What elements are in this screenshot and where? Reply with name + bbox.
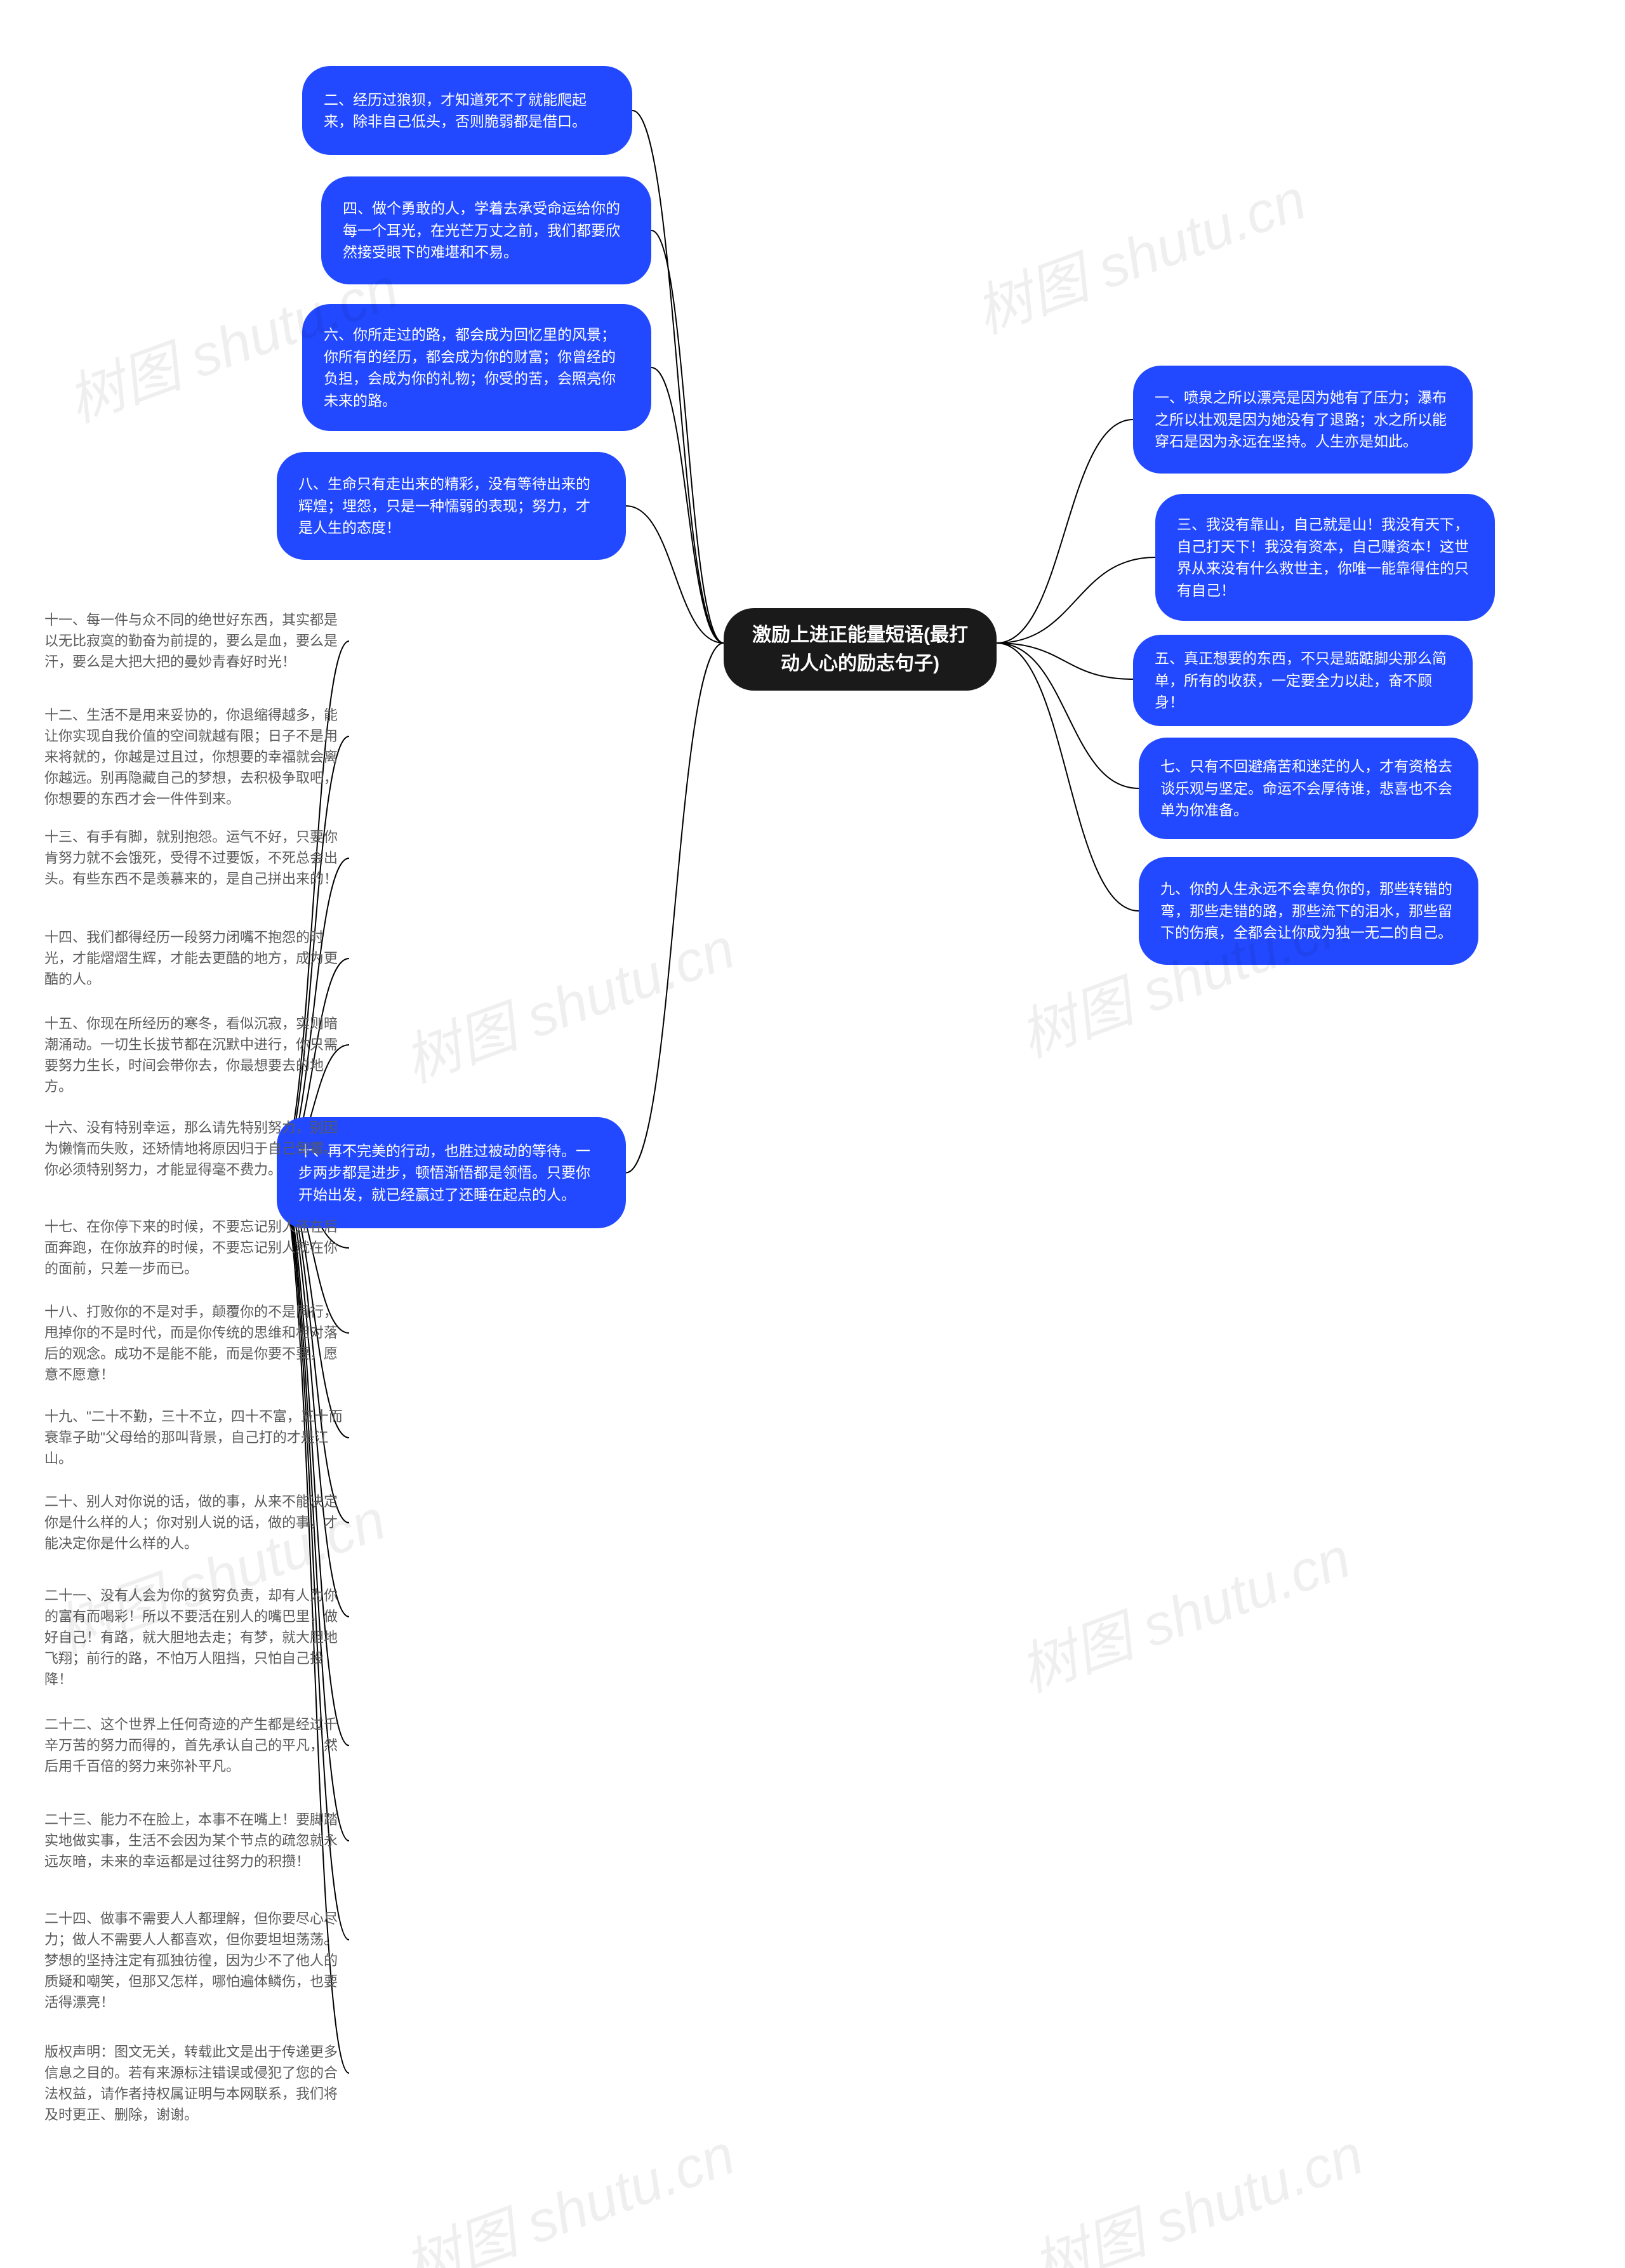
- branch-node-r3[interactable]: 三、我没有靠山，自己就是山！我没有天下，自己打天下！我没有资本，自己赚资本！这世…: [1155, 494, 1495, 621]
- leaf-node-23[interactable]: 二十三、能力不在脸上，本事不在嘴上！要脚踏实地做实事，生活不会因为某个节点的疏忽…: [44, 1809, 349, 1872]
- branch-node-l4[interactable]: 四、做个勇敢的人，学着去承受命运给你的每一个耳光，在光芒万丈之前，我们都要欣然接…: [321, 176, 651, 284]
- branch-node-r5[interactable]: 五、真正想要的东西，不只是踮踮脚尖那么简单，所有的收获，一定要全力以赴，奋不顾身…: [1133, 635, 1473, 726]
- leaf-label: 十一、每一件与众不同的绝世好东西，其实都是以无比寂寞的勤奋为前提的，要么是血，要…: [44, 609, 349, 672]
- watermark-text: 树图 shutu.cn: [1007, 1511, 1360, 1708]
- branch-label: 八、生命只有走出来的精彩，没有等待出来的辉煌；埋怨，只是一种懦弱的表现；努力，才…: [298, 473, 604, 539]
- leaf-node-11[interactable]: 十一、每一件与众不同的绝世好东西，其实都是以无比寂寞的勤奋为前提的，要么是血，要…: [44, 609, 349, 672]
- branch-label: 六、你所走过的路，都会成为回忆里的风景；你所有的经历，都会成为你的财富；你曾经的…: [324, 324, 630, 411]
- leaf-node-13[interactable]: 十三、有手有脚，就别抱怨。运气不好，只要你肯努力就不会饿死，受得不过要饭，不死总…: [44, 826, 349, 889]
- mindmap-center-node[interactable]: 激励上进正能量短语(最打动人心的励志句子): [724, 608, 997, 691]
- leaf-label: 十三、有手有脚，就别抱怨。运气不好，只要你肯努力就不会饿死，受得不过要饭，不死总…: [44, 826, 349, 889]
- leaf-node-15[interactable]: 十五、你现在所经历的寒冬，看似沉寂，实则暗潮涌动。一切生长拔节都在沉默中进行，你…: [44, 1013, 349, 1097]
- leaf-label: 十六、没有特别幸运，那么请先特别努力，别因为懒惰而失败，还矫情地将原因归于自己倒…: [44, 1117, 349, 1180]
- branch-node-r7[interactable]: 七、只有不回避痛苦和迷茫的人，才有资格去谈乐观与坚定。命运不会厚待谁，悲喜也不会…: [1139, 738, 1478, 839]
- leaf-label: 二十三、能力不在脸上，本事不在嘴上！要脚踏实地做实事，生活不会因为某个节点的疏忽…: [44, 1809, 349, 1872]
- leaf-node-20[interactable]: 二十、别人对你说的话，做的事，从来不能决定你是什么样的人；你对别人说的话，做的事…: [44, 1491, 349, 1554]
- leaf-label: 二十二、这个世界上任何奇迹的产生都是经过千辛万苦的努力而得的，首先承认自己的平凡…: [44, 1714, 349, 1777]
- branch-label: 一、喷泉之所以漂亮是因为她有了压力；瀑布之所以壮观是因为她没有了退路；水之所以能…: [1155, 387, 1451, 453]
- leaf-label: 十二、生活不是用来妥协的，你退缩得越多，能让你实现自我价值的空间就越有限；日子不…: [44, 705, 349, 809]
- leaf-node-17[interactable]: 十七、在你停下来的时候，不要忘记别人还在后面奔跑，在你放弃的时候，不要忘记别人就…: [44, 1216, 349, 1279]
- leaf-node-25[interactable]: 版权声明：图文无关，转载此文是出于传递更多信息之目的。若有来源标注错误或侵犯了您…: [44, 2041, 349, 2125]
- leaf-node-12[interactable]: 十二、生活不是用来妥协的，你退缩得越多，能让你实现自我价值的空间就越有限；日子不…: [44, 705, 349, 809]
- branch-label: 五、真正想要的东西，不只是踮踮脚尖那么简单，所有的收获，一定要全力以赴，奋不顾身…: [1155, 647, 1451, 713]
- watermark-text: 树图 shutu.cn: [391, 902, 745, 1098]
- branch-label: 七、只有不回避痛苦和迷茫的人，才有资格去谈乐观与坚定。命运不会厚待谁，悲喜也不会…: [1160, 755, 1457, 821]
- center-label: 激励上进正能量短语(最打动人心的励志句子): [745, 621, 975, 678]
- leaf-label: 十九、"二十不勤，三十不立，四十不富，五十而衰靠子助"父母给的那叫背景，自己打的…: [44, 1406, 349, 1469]
- leaf-node-22[interactable]: 二十二、这个世界上任何奇迹的产生都是经过千辛万苦的努力而得的，首先承认自己的平凡…: [44, 1714, 349, 1777]
- leaf-label: 十八、打败你的不是对手，颠覆你的不是同行，甩掉你的不是时代，而是你传统的思维和相…: [44, 1301, 349, 1385]
- branch-label: 九、你的人生永远不会辜负你的，那些转错的弯，那些走错的路，那些流下的泪水，那些留…: [1160, 878, 1457, 944]
- branch-label: 二、经历过狼狈，才知道死不了就能爬起来，除非自己低头，否则脆弱都是借口。: [324, 89, 611, 133]
- watermark-text: 树图 shutu.cn: [391, 2108, 745, 2268]
- leaf-node-21[interactable]: 二十一、没有人会为你的贫穷负责，却有人为你的富有而喝彩！所以不要活在别人的嘴巴里…: [44, 1585, 349, 1690]
- leaf-node-16[interactable]: 十六、没有特别幸运，那么请先特别努力，别因为懒惰而失败，还矫情地将原因归于自己倒…: [44, 1117, 349, 1180]
- branch-node-r1[interactable]: 一、喷泉之所以漂亮是因为她有了压力；瀑布之所以壮观是因为她没有了退路；水之所以能…: [1133, 366, 1473, 474]
- leaf-label: 十七、在你停下来的时候，不要忘记别人还在后面奔跑，在你放弃的时候，不要忘记别人就…: [44, 1216, 349, 1279]
- leaf-node-24[interactable]: 二十四、做事不需要人人都理解，但你要尽心尽力；做人不需要人人都喜欢，但你要坦坦荡…: [44, 1908, 349, 2013]
- leaf-label: 十四、我们都得经历一段努力闭嘴不抱怨的时光，才能熠熠生辉，才能去更酷的地方，成为…: [44, 927, 349, 990]
- branch-node-l6[interactable]: 六、你所走过的路，都会成为回忆里的风景；你所有的经历，都会成为你的财富；你曾经的…: [302, 304, 651, 431]
- leaf-label: 二十四、做事不需要人人都理解，但你要尽心尽力；做人不需要人人都喜欢，但你要坦坦荡…: [44, 1908, 349, 2013]
- branch-node-l2[interactable]: 二、经历过狼狈，才知道死不了就能爬起来，除非自己低头，否则脆弱都是借口。: [302, 66, 632, 155]
- leaf-node-18[interactable]: 十八、打败你的不是对手，颠覆你的不是同行，甩掉你的不是时代，而是你传统的思维和相…: [44, 1301, 349, 1385]
- watermark-text: 树图 shutu.cn: [1019, 2108, 1373, 2268]
- leaf-label: 二十一、没有人会为你的贫穷负责，却有人为你的富有而喝彩！所以不要活在别人的嘴巴里…: [44, 1585, 349, 1690]
- leaf-label: 版权声明：图文无关，转载此文是出于传递更多信息之目的。若有来源标注错误或侵犯了您…: [44, 2041, 349, 2125]
- branch-node-r9[interactable]: 九、你的人生永远不会辜负你的，那些转错的弯，那些走错的路，那些流下的泪水，那些留…: [1139, 857, 1478, 965]
- branch-label: 四、做个勇敢的人，学着去承受命运给你的每一个耳光，在光芒万丈之前，我们都要欣然接…: [343, 197, 630, 263]
- leaf-label: 十五、你现在所经历的寒冬，看似沉寂，实则暗潮涌动。一切生长拔节都在沉默中进行，你…: [44, 1013, 349, 1097]
- leaf-node-19[interactable]: 十九、"二十不勤，三十不立，四十不富，五十而衰靠子助"父母给的那叫背景，自己打的…: [44, 1406, 349, 1469]
- watermark-text: 树图 shutu.cn: [962, 153, 1316, 349]
- branch-node-l8[interactable]: 八、生命只有走出来的精彩，没有等待出来的辉煌；埋怨，只是一种懦弱的表现；努力，才…: [277, 452, 626, 560]
- leaf-label: 二十、别人对你说的话，做的事，从来不能决定你是什么样的人；你对别人说的话，做的事…: [44, 1491, 349, 1554]
- leaf-node-14[interactable]: 十四、我们都得经历一段努力闭嘴不抱怨的时光，才能熠熠生辉，才能去更酷的地方，成为…: [44, 927, 349, 990]
- branch-label: 三、我没有靠山，自己就是山！我没有天下，自己打天下！我没有资本，自己赚资本！这世…: [1177, 514, 1473, 601]
